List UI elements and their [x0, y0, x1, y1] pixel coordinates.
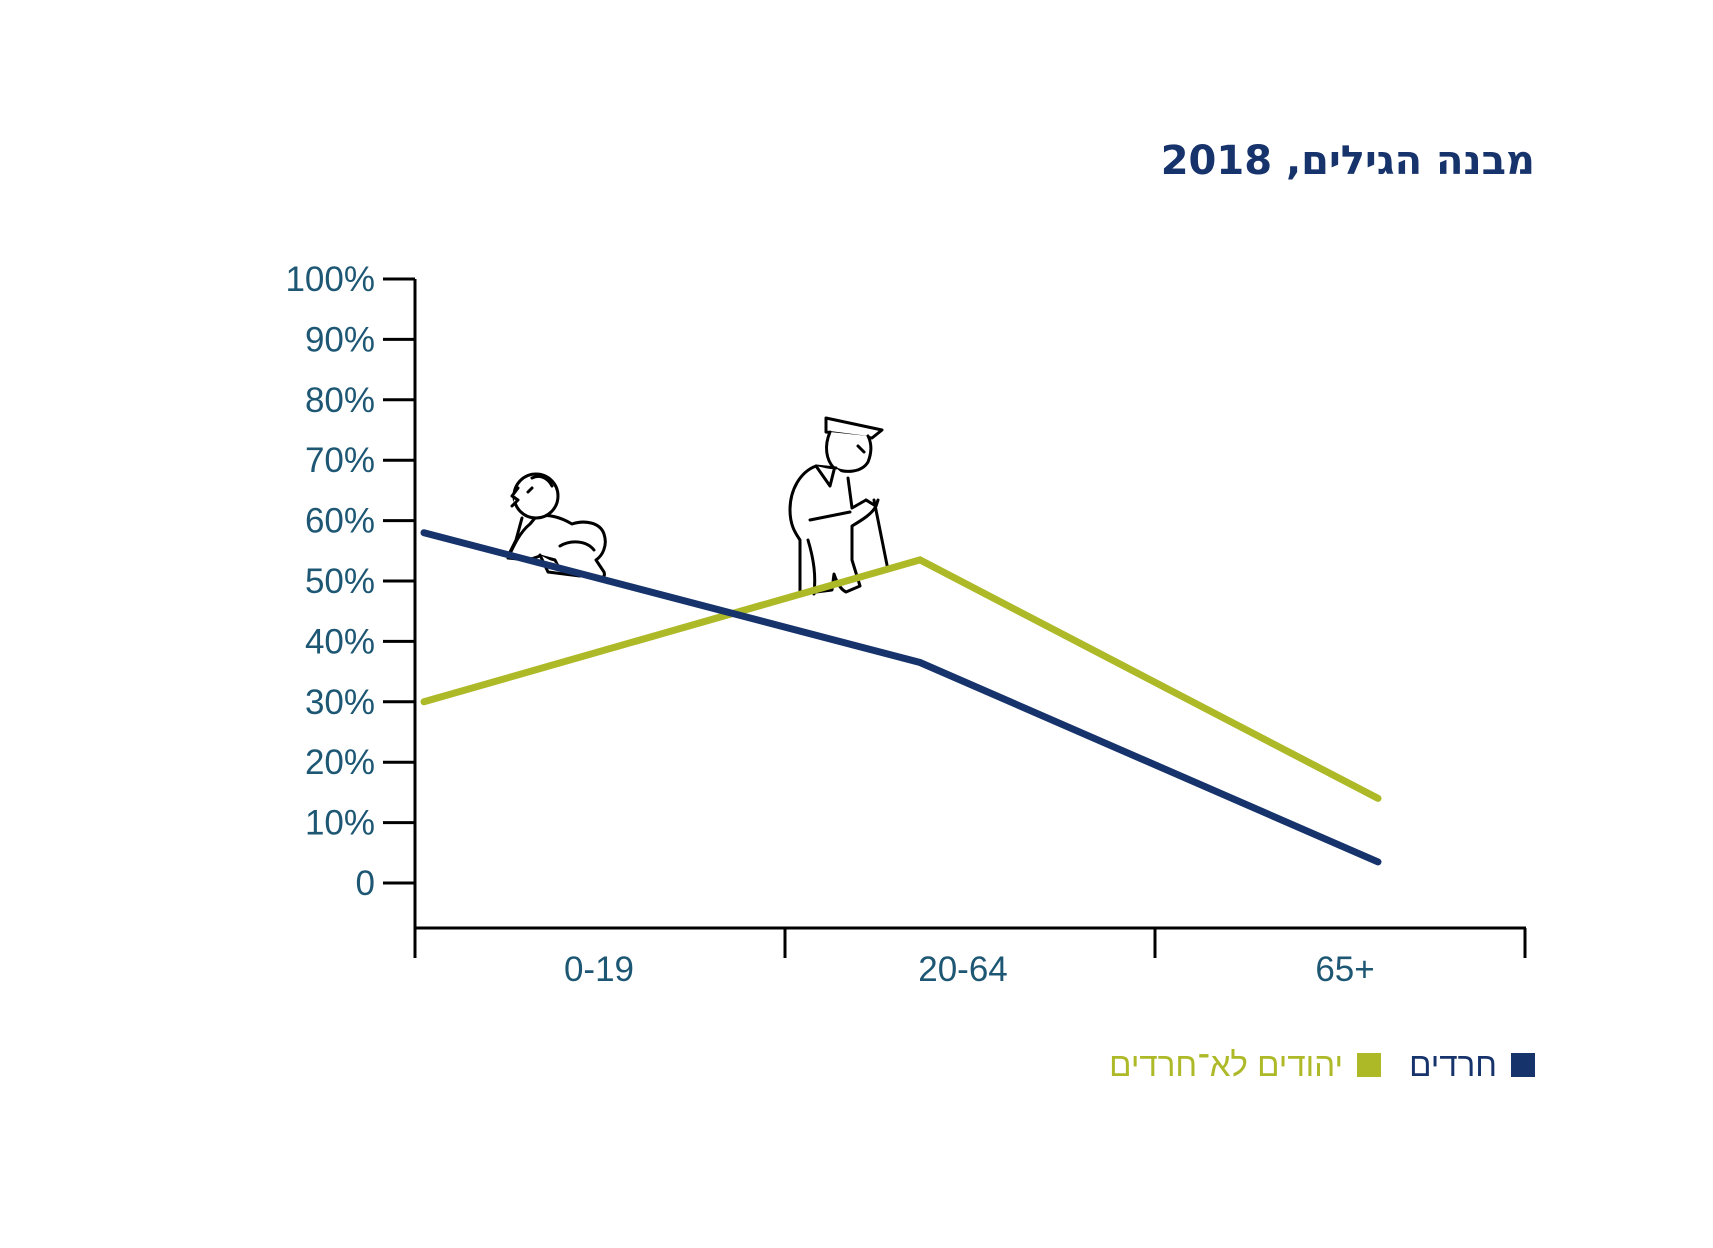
y-tick-label: 30% — [305, 683, 375, 722]
y-tick-label: 80% — [305, 381, 375, 420]
elderly-man-with-cane-icon — [788, 416, 890, 596]
legend-item-non-haredi-jews: יהודים לא־חרדים — [1109, 1046, 1382, 1084]
legend-swatch-non-haredi-jews — [1357, 1053, 1382, 1077]
series-line-1 — [420, 556, 1382, 802]
x-tick-label: 65+ — [1315, 950, 1374, 989]
legend-item-haredim: חרדים — [1409, 1046, 1535, 1084]
y-tick-label: 10% — [305, 804, 375, 843]
y-tick-label: 20% — [305, 743, 375, 782]
legend-swatch-haredim — [1511, 1053, 1535, 1077]
x-tick-label: 20-64 — [918, 950, 1008, 989]
x-axis-ticks: 0-19 20-64 65+ — [413, 928, 1527, 989]
legend-label-haredim: חרדים — [1409, 1046, 1497, 1083]
y-tick-label: 60% — [305, 502, 375, 541]
y-axis-ticks: 0 10% 20% 30% 40% 50% 60% 70% 80% 90% 100% — [285, 260, 415, 903]
x-tick-label: 0-19 — [564, 950, 634, 989]
legend: חרדים יהודים לא־חרדים — [1081, 1046, 1535, 1084]
y-tick-label: 0 — [356, 864, 375, 903]
series-lines — [420, 529, 1382, 866]
y-tick-label: 100% — [285, 260, 375, 299]
chart-title: מבנה הגילים, 2018 — [1160, 138, 1535, 184]
crawling-baby-icon — [506, 472, 607, 581]
legend-label-non-haredi-jews: יהודים לא־חרדים — [1109, 1046, 1344, 1083]
series-line-0 — [420, 529, 1382, 866]
y-tick-label: 70% — [305, 441, 375, 480]
y-tick-label: 90% — [305, 320, 375, 359]
y-tick-label: 50% — [305, 562, 375, 601]
y-tick-label: 40% — [305, 622, 375, 661]
axes — [413, 279, 1526, 930]
